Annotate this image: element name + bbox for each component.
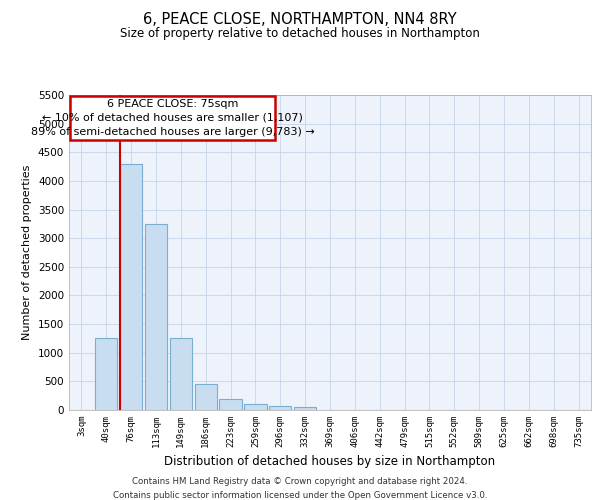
Y-axis label: Number of detached properties: Number of detached properties [22,165,32,340]
Text: 6, PEACE CLOSE, NORTHAMPTON, NN4 8RY: 6, PEACE CLOSE, NORTHAMPTON, NN4 8RY [143,12,457,28]
Bar [194,384,217,410]
Bar [220,398,242,410]
Bar [95,338,118,410]
FancyBboxPatch shape [70,96,275,140]
Bar [244,404,266,410]
Bar [145,224,167,410]
Bar [269,406,292,410]
Bar [170,338,192,410]
Text: Size of property relative to detached houses in Northampton: Size of property relative to detached ho… [120,28,480,40]
Text: ← 10% of detached houses are smaller (1,107): ← 10% of detached houses are smaller (1,… [43,113,303,123]
Text: 89% of semi-detached houses are larger (9,783) →: 89% of semi-detached houses are larger (… [31,126,314,136]
Text: 6 PEACE CLOSE: 75sqm: 6 PEACE CLOSE: 75sqm [107,99,238,109]
Bar [294,407,316,410]
X-axis label: Distribution of detached houses by size in Northampton: Distribution of detached houses by size … [164,456,496,468]
Text: Contains HM Land Registry data © Crown copyright and database right 2024.: Contains HM Land Registry data © Crown c… [132,478,468,486]
Bar [120,164,142,410]
Text: Contains public sector information licensed under the Open Government Licence v3: Contains public sector information licen… [113,491,487,500]
